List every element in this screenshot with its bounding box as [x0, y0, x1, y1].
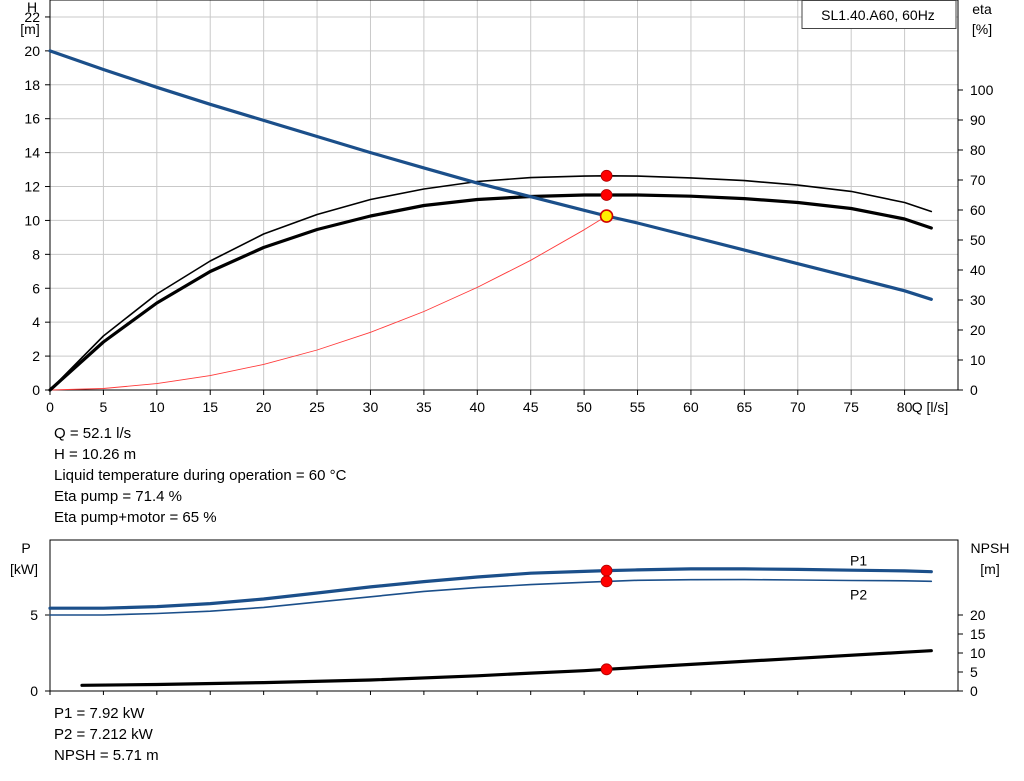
- y-left-axis-label: H: [27, 0, 37, 15]
- p1-series-label: P1: [850, 553, 867, 569]
- y-right-axis-unit: [%]: [972, 21, 992, 37]
- y-left-tick-label: 0: [32, 382, 40, 398]
- y-left-tick-label: 8: [32, 246, 40, 262]
- x-tick-label: 25: [309, 399, 325, 415]
- y-left-tick-label-lower: 0: [30, 683, 38, 699]
- eta-pump-motor-curve: [48, 193, 933, 392]
- eta-operating-marker: [600, 189, 613, 201]
- y-right-tick-label-lower: 20: [970, 607, 986, 623]
- y-right-tick-label: 10: [970, 352, 986, 368]
- y-right-tick-label: 20: [970, 322, 986, 338]
- npsh-axis-unit: [m]: [980, 561, 999, 577]
- x-tick-label: 10: [149, 399, 165, 415]
- head-curve: [48, 49, 933, 301]
- duty-point-marker: [599, 209, 614, 223]
- power-readout: P1 = 7.92 kW P2 = 7.212 kW NPSH = 5.71 m: [54, 703, 159, 766]
- y-left-tick-label: 22: [24, 9, 40, 25]
- y-right-tick-label: 40: [970, 262, 986, 278]
- y-right-tick-label: 60: [970, 202, 986, 218]
- x-tick-label: 75: [843, 399, 859, 415]
- power-axis-label: P: [21, 540, 30, 556]
- y-right-tick-label: 80: [970, 142, 986, 158]
- p2-curve: [49, 578, 933, 616]
- system-curve: [49, 215, 608, 391]
- y-left-tick-label: 20: [24, 43, 40, 59]
- y-right-tick-label: 90: [970, 112, 986, 128]
- p2-readout: P2 = 7.212 kW: [54, 726, 153, 743]
- y-right-tick-label-lower: 0: [970, 683, 978, 699]
- p2-series-label: P2: [850, 586, 867, 602]
- power-operating-marker: [600, 564, 613, 577]
- plot-frame-lower: [49, 539, 959, 692]
- x-tick-label: 30: [363, 399, 379, 415]
- y-left-tick-label: 14: [24, 145, 40, 161]
- eta-operating-marker: [600, 169, 613, 182]
- y-right-tick-label: 100: [970, 82, 994, 98]
- eta-pump-readout: Eta pump = 71.4 %: [54, 488, 182, 505]
- npsh-axis-label: NPSH: [971, 540, 1010, 556]
- x-tick-label: 70: [790, 399, 806, 415]
- y-right-tick-label: 50: [970, 232, 986, 248]
- title-box: [801, 0, 957, 29]
- eta-pump-curve: [49, 175, 933, 391]
- y-left-tick-label: 2: [32, 348, 40, 364]
- p1-curve: [48, 567, 933, 610]
- head-readout: H = 10.26 m: [54, 446, 137, 463]
- x-tick-label: 15: [202, 399, 218, 415]
- x-tick-label: 80: [897, 399, 913, 415]
- p1-readout: P1 = 7.92 kW: [54, 705, 145, 722]
- y-left-axis-unit: [m]: [20, 21, 39, 37]
- y-left-tick-label: 16: [24, 111, 40, 127]
- flow-readout: Q = 52.1 l/s: [54, 425, 132, 442]
- x-tick-label: 20: [256, 399, 272, 415]
- eta-pump-motor-readout: Eta pump+motor = 65 %: [54, 509, 217, 526]
- y-left-tick-label: 4: [32, 314, 40, 330]
- npsh-readout: NPSH = 5.71 m: [54, 747, 159, 764]
- x-tick-label: 50: [576, 399, 592, 415]
- power-axis-unit: [kW]: [10, 561, 38, 577]
- x-tick-label: 0: [46, 399, 54, 415]
- x-tick-label: 45: [523, 399, 539, 415]
- y-right-tick-label: 30: [970, 292, 986, 308]
- y-left-tick-label: 6: [32, 280, 40, 296]
- liquid-temperature-readout: Liquid temperature during operation = 60…: [54, 467, 347, 484]
- x-tick-label: 40: [470, 399, 486, 415]
- y-left-tick-label-lower: 5: [30, 607, 38, 623]
- y-right-tick-label: 70: [970, 172, 986, 188]
- x-tick-label: 5: [100, 399, 108, 415]
- power-operating-marker: [600, 575, 613, 588]
- y-right-tick-label-lower: 5: [970, 664, 978, 680]
- chart-title: SL1.40.A60, 60Hz: [821, 7, 935, 23]
- y-right-axis-label: eta: [972, 1, 992, 17]
- duty-point-readout: Q = 52.1 l/s H = 10.26 m Liquid temperat…: [54, 423, 346, 528]
- y-left-tick-label: 18: [24, 77, 40, 93]
- plot-frame-upper: [49, 0, 959, 391]
- x-tick-label: 60: [683, 399, 699, 415]
- y-right-tick-label-lower: 15: [970, 626, 986, 642]
- x-tick-label: 65: [737, 399, 753, 415]
- power-operating-marker: [600, 663, 613, 676]
- x-axis-label: Q [l/s]: [912, 399, 949, 415]
- x-tick-label: 35: [416, 399, 432, 415]
- y-right-tick-label: 0: [970, 382, 978, 398]
- npsh-curve: [80, 649, 933, 687]
- x-tick-label: 55: [630, 399, 646, 415]
- y-left-tick-label: 10: [24, 212, 40, 228]
- y-right-tick-label-lower: 10: [970, 645, 986, 661]
- y-left-tick-label: 12: [24, 179, 40, 195]
